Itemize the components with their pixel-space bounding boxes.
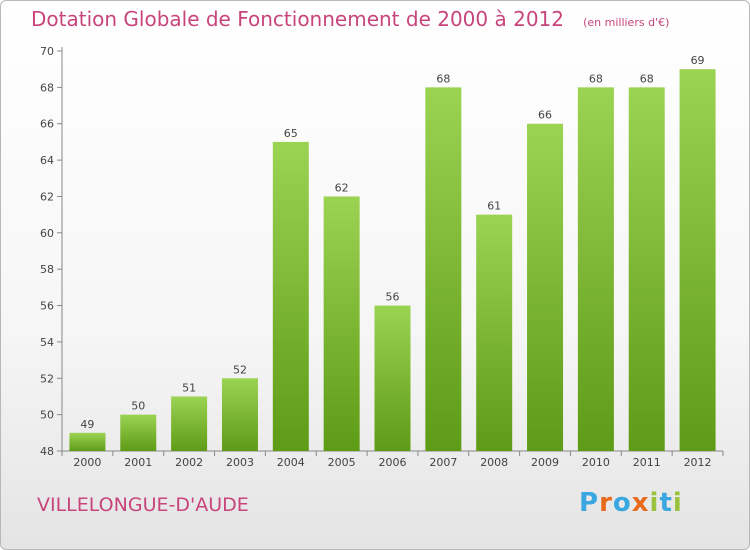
bar[interactable] [272, 141, 309, 451]
bar[interactable] [527, 123, 564, 452]
y-tick-label: 48 [40, 445, 54, 458]
bar[interactable] [171, 396, 208, 451]
logo-letter: x [631, 488, 650, 518]
bar-value-label: 61 [487, 200, 501, 213]
x-tick-label: 2005 [328, 456, 356, 469]
bar-value-label: 68 [436, 72, 450, 85]
x-tick-label: 2001 [124, 456, 152, 469]
x-tick-label: 2002 [175, 456, 203, 469]
bar-value-label: 68 [640, 72, 654, 85]
bar-value-label: 62 [335, 181, 349, 194]
title-row: Dotation Globale de Fonctionnement de 20… [31, 7, 669, 31]
bar[interactable] [374, 305, 411, 451]
x-tick-label: 2008 [480, 456, 508, 469]
bar[interactable] [628, 87, 665, 451]
bar[interactable] [679, 69, 716, 451]
bar[interactable] [69, 432, 106, 451]
proxiti-logo[interactable]: Proxiti [579, 488, 683, 518]
x-tick-label: 2010 [582, 456, 610, 469]
y-tick-label: 58 [40, 263, 54, 276]
logo-letter: i [672, 488, 683, 518]
bar-value-label: 65 [284, 127, 298, 140]
logo-letter: i [649, 488, 660, 518]
y-tick-label: 50 [40, 409, 54, 422]
bar-value-label: 49 [80, 418, 94, 431]
x-tick-label: 2009 [531, 456, 559, 469]
y-tick-label: 70 [40, 45, 54, 58]
x-tick-label: 2004 [277, 456, 305, 469]
y-tick-label: 64 [40, 154, 54, 167]
y-tick-label: 60 [40, 227, 54, 240]
x-tick-label: 2011 [633, 456, 661, 469]
y-tick-label: 68 [40, 81, 54, 94]
logo-letter: o [612, 488, 632, 518]
bar-value-label: 56 [386, 291, 400, 304]
chart-bars [69, 69, 716, 452]
bar-value-label: 69 [691, 54, 705, 67]
bar[interactable] [221, 378, 258, 451]
x-tick-label: 2003 [226, 456, 254, 469]
bar[interactable] [323, 196, 360, 451]
y-tick-label: 62 [40, 190, 54, 203]
y-tick-label: 56 [40, 300, 54, 313]
logo-letter: P [579, 488, 600, 518]
y-tick-label: 52 [40, 372, 54, 385]
bar[interactable] [120, 414, 157, 451]
bar-value-label: 66 [538, 109, 552, 122]
logo-letter: r [599, 488, 613, 518]
x-tick-label: 2006 [379, 456, 407, 469]
chart-title: Dotation Globale de Fonctionnement de 20… [31, 7, 564, 31]
x-tick-label: 2012 [684, 456, 712, 469]
bar[interactable] [476, 214, 513, 451]
x-tick-label: 2007 [429, 456, 457, 469]
bar[interactable] [425, 87, 462, 451]
bar-value-label: 51 [182, 381, 196, 394]
bar[interactable] [577, 87, 614, 451]
y-tick-label: 66 [40, 118, 54, 131]
x-tick-label: 2000 [73, 456, 101, 469]
bar-value-label: 50 [131, 400, 145, 413]
chart-unit: (en milliers d'€) [583, 16, 670, 29]
chart-labels: 48 50 52 54 56 58 60 62 64 66 68 70 2000 49 2001 50 2002… [40, 45, 712, 469]
bar-value-label: 68 [589, 72, 603, 85]
commune-name: VILLELONGUE-D'AUDE [37, 494, 249, 516]
y-tick-label: 54 [40, 336, 54, 349]
logo-letter: t [659, 488, 673, 518]
bar-value-label: 52 [233, 363, 247, 376]
